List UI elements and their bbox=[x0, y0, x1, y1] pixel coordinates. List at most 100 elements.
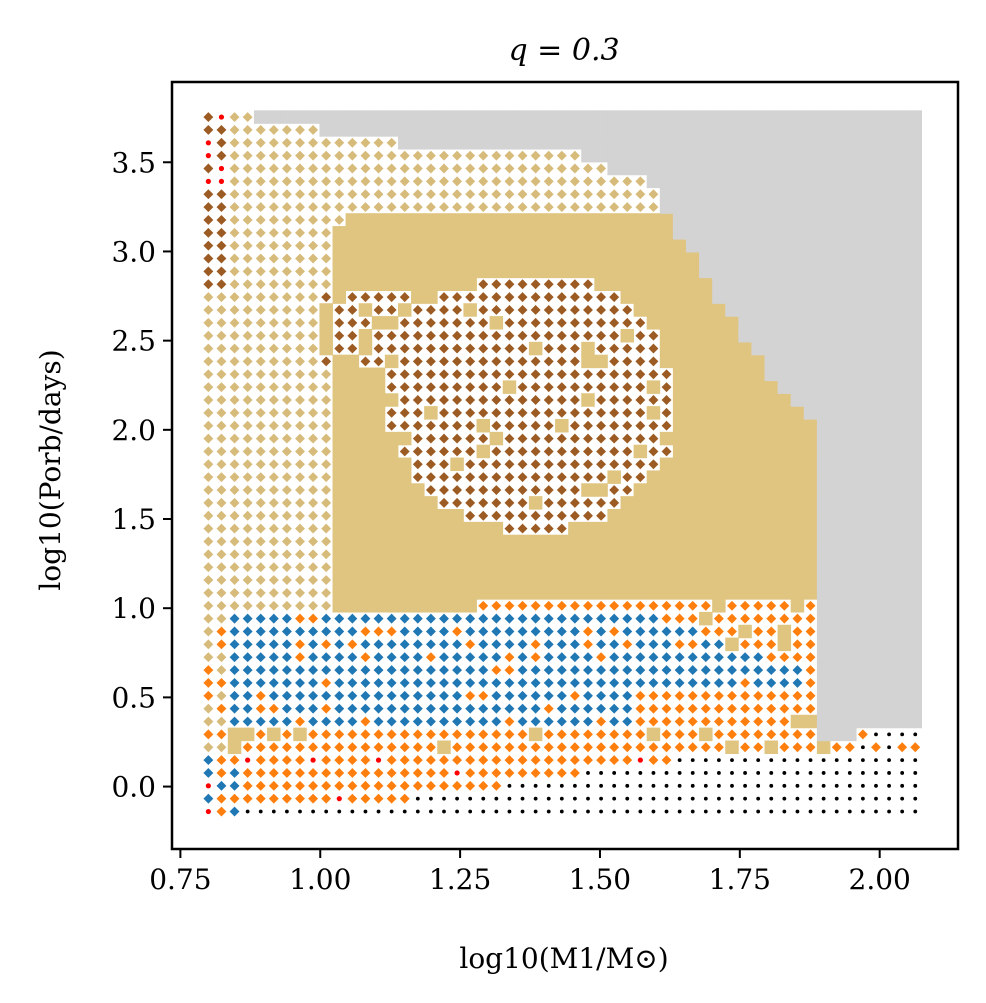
point-black bbox=[716, 758, 721, 762]
point-gray bbox=[685, 200, 700, 214]
point-tan bbox=[358, 483, 373, 497]
point-light-tan bbox=[373, 189, 384, 200]
point-gray bbox=[829, 701, 844, 716]
point-light-tan bbox=[386, 163, 397, 174]
point-brown bbox=[648, 369, 659, 380]
point-brown bbox=[203, 253, 214, 264]
point-light-tan bbox=[321, 420, 332, 431]
point-blue bbox=[281, 613, 292, 624]
point-blue bbox=[648, 652, 659, 663]
point-tan bbox=[476, 444, 491, 459]
point-gray bbox=[843, 200, 857, 214]
point-gray bbox=[803, 238, 818, 253]
point-gray bbox=[764, 123, 779, 137]
point-brown bbox=[412, 369, 423, 380]
point-light-tan bbox=[308, 446, 319, 457]
point-gray bbox=[751, 161, 765, 176]
point-gray bbox=[869, 367, 883, 382]
point-gray bbox=[777, 367, 792, 382]
point-gray bbox=[869, 586, 883, 600]
point-brown bbox=[439, 446, 449, 457]
point-black bbox=[638, 796, 643, 801]
point-gray bbox=[882, 380, 896, 394]
point-gray bbox=[882, 573, 896, 587]
point-light-tan bbox=[268, 459, 279, 470]
point-blue bbox=[360, 639, 371, 650]
point-brown bbox=[347, 317, 358, 328]
point-brown bbox=[635, 317, 646, 328]
point-tan bbox=[646, 496, 661, 510]
point-light-tan bbox=[295, 446, 305, 457]
point-tan bbox=[764, 534, 779, 549]
point-light-tan bbox=[308, 279, 319, 290]
point-light-tan bbox=[255, 407, 266, 418]
point-blue bbox=[583, 690, 593, 701]
point-gray bbox=[803, 303, 818, 317]
x-tick-label: 1.25 bbox=[429, 863, 491, 896]
point-gray bbox=[712, 251, 726, 266]
point-light-tan bbox=[216, 446, 227, 457]
point-blue bbox=[242, 665, 253, 676]
point-black bbox=[690, 783, 695, 788]
point-tan bbox=[607, 470, 621, 484]
point-tan bbox=[424, 226, 438, 240]
point-light-tan bbox=[268, 433, 279, 444]
point-tan bbox=[489, 547, 504, 562]
point-orange bbox=[766, 600, 777, 611]
point-black bbox=[455, 796, 459, 801]
point-blue bbox=[373, 703, 384, 714]
point-light-tan bbox=[308, 587, 319, 598]
point-orange bbox=[727, 690, 737, 701]
point-gray bbox=[869, 341, 883, 356]
point-blue bbox=[661, 677, 672, 688]
point-blue bbox=[268, 665, 279, 676]
point-orange bbox=[556, 755, 567, 766]
point-brown bbox=[556, 497, 567, 508]
point-tan bbox=[319, 303, 333, 317]
point-gray bbox=[646, 136, 661, 150]
point-orange bbox=[713, 703, 724, 714]
point-gray bbox=[502, 136, 517, 150]
point-light-tan bbox=[412, 150, 423, 161]
point-black bbox=[625, 796, 630, 801]
point-tan bbox=[555, 560, 569, 574]
point-light-tan bbox=[229, 292, 240, 303]
point-brown bbox=[412, 420, 423, 431]
point-light-tan bbox=[255, 382, 266, 393]
point-orange bbox=[216, 755, 227, 766]
point-black bbox=[756, 771, 761, 775]
point-light-tan bbox=[242, 202, 253, 213]
point-tan bbox=[712, 303, 726, 317]
point-brown bbox=[425, 382, 436, 393]
point-brown bbox=[622, 395, 633, 405]
point-brown bbox=[648, 420, 659, 431]
point-blue bbox=[661, 626, 672, 637]
point-gray bbox=[829, 650, 844, 664]
point-tan bbox=[633, 444, 648, 459]
point-gray bbox=[790, 213, 805, 227]
point-brown bbox=[609, 497, 620, 508]
point-brown bbox=[556, 343, 567, 354]
point-gray bbox=[816, 560, 831, 574]
point-tan bbox=[358, 444, 373, 459]
point-tan bbox=[672, 586, 687, 600]
point-tan bbox=[738, 444, 752, 459]
point-orange bbox=[648, 716, 659, 727]
point-light-tan bbox=[203, 356, 214, 367]
point-gray bbox=[502, 110, 517, 124]
point-brown bbox=[439, 356, 449, 367]
point-light-tan bbox=[242, 305, 253, 315]
point-orange bbox=[622, 600, 633, 611]
point-gray bbox=[699, 200, 713, 214]
point-orange bbox=[295, 652, 305, 663]
point-orange bbox=[386, 755, 397, 766]
point-blue bbox=[360, 613, 371, 624]
point-orange bbox=[648, 742, 659, 753]
point-blue bbox=[334, 613, 345, 624]
point-tan bbox=[437, 521, 451, 536]
point-tan bbox=[332, 444, 347, 459]
point-black bbox=[716, 796, 721, 801]
point-brown bbox=[556, 395, 567, 405]
point-tan bbox=[397, 534, 412, 549]
point-light-tan bbox=[295, 600, 305, 611]
